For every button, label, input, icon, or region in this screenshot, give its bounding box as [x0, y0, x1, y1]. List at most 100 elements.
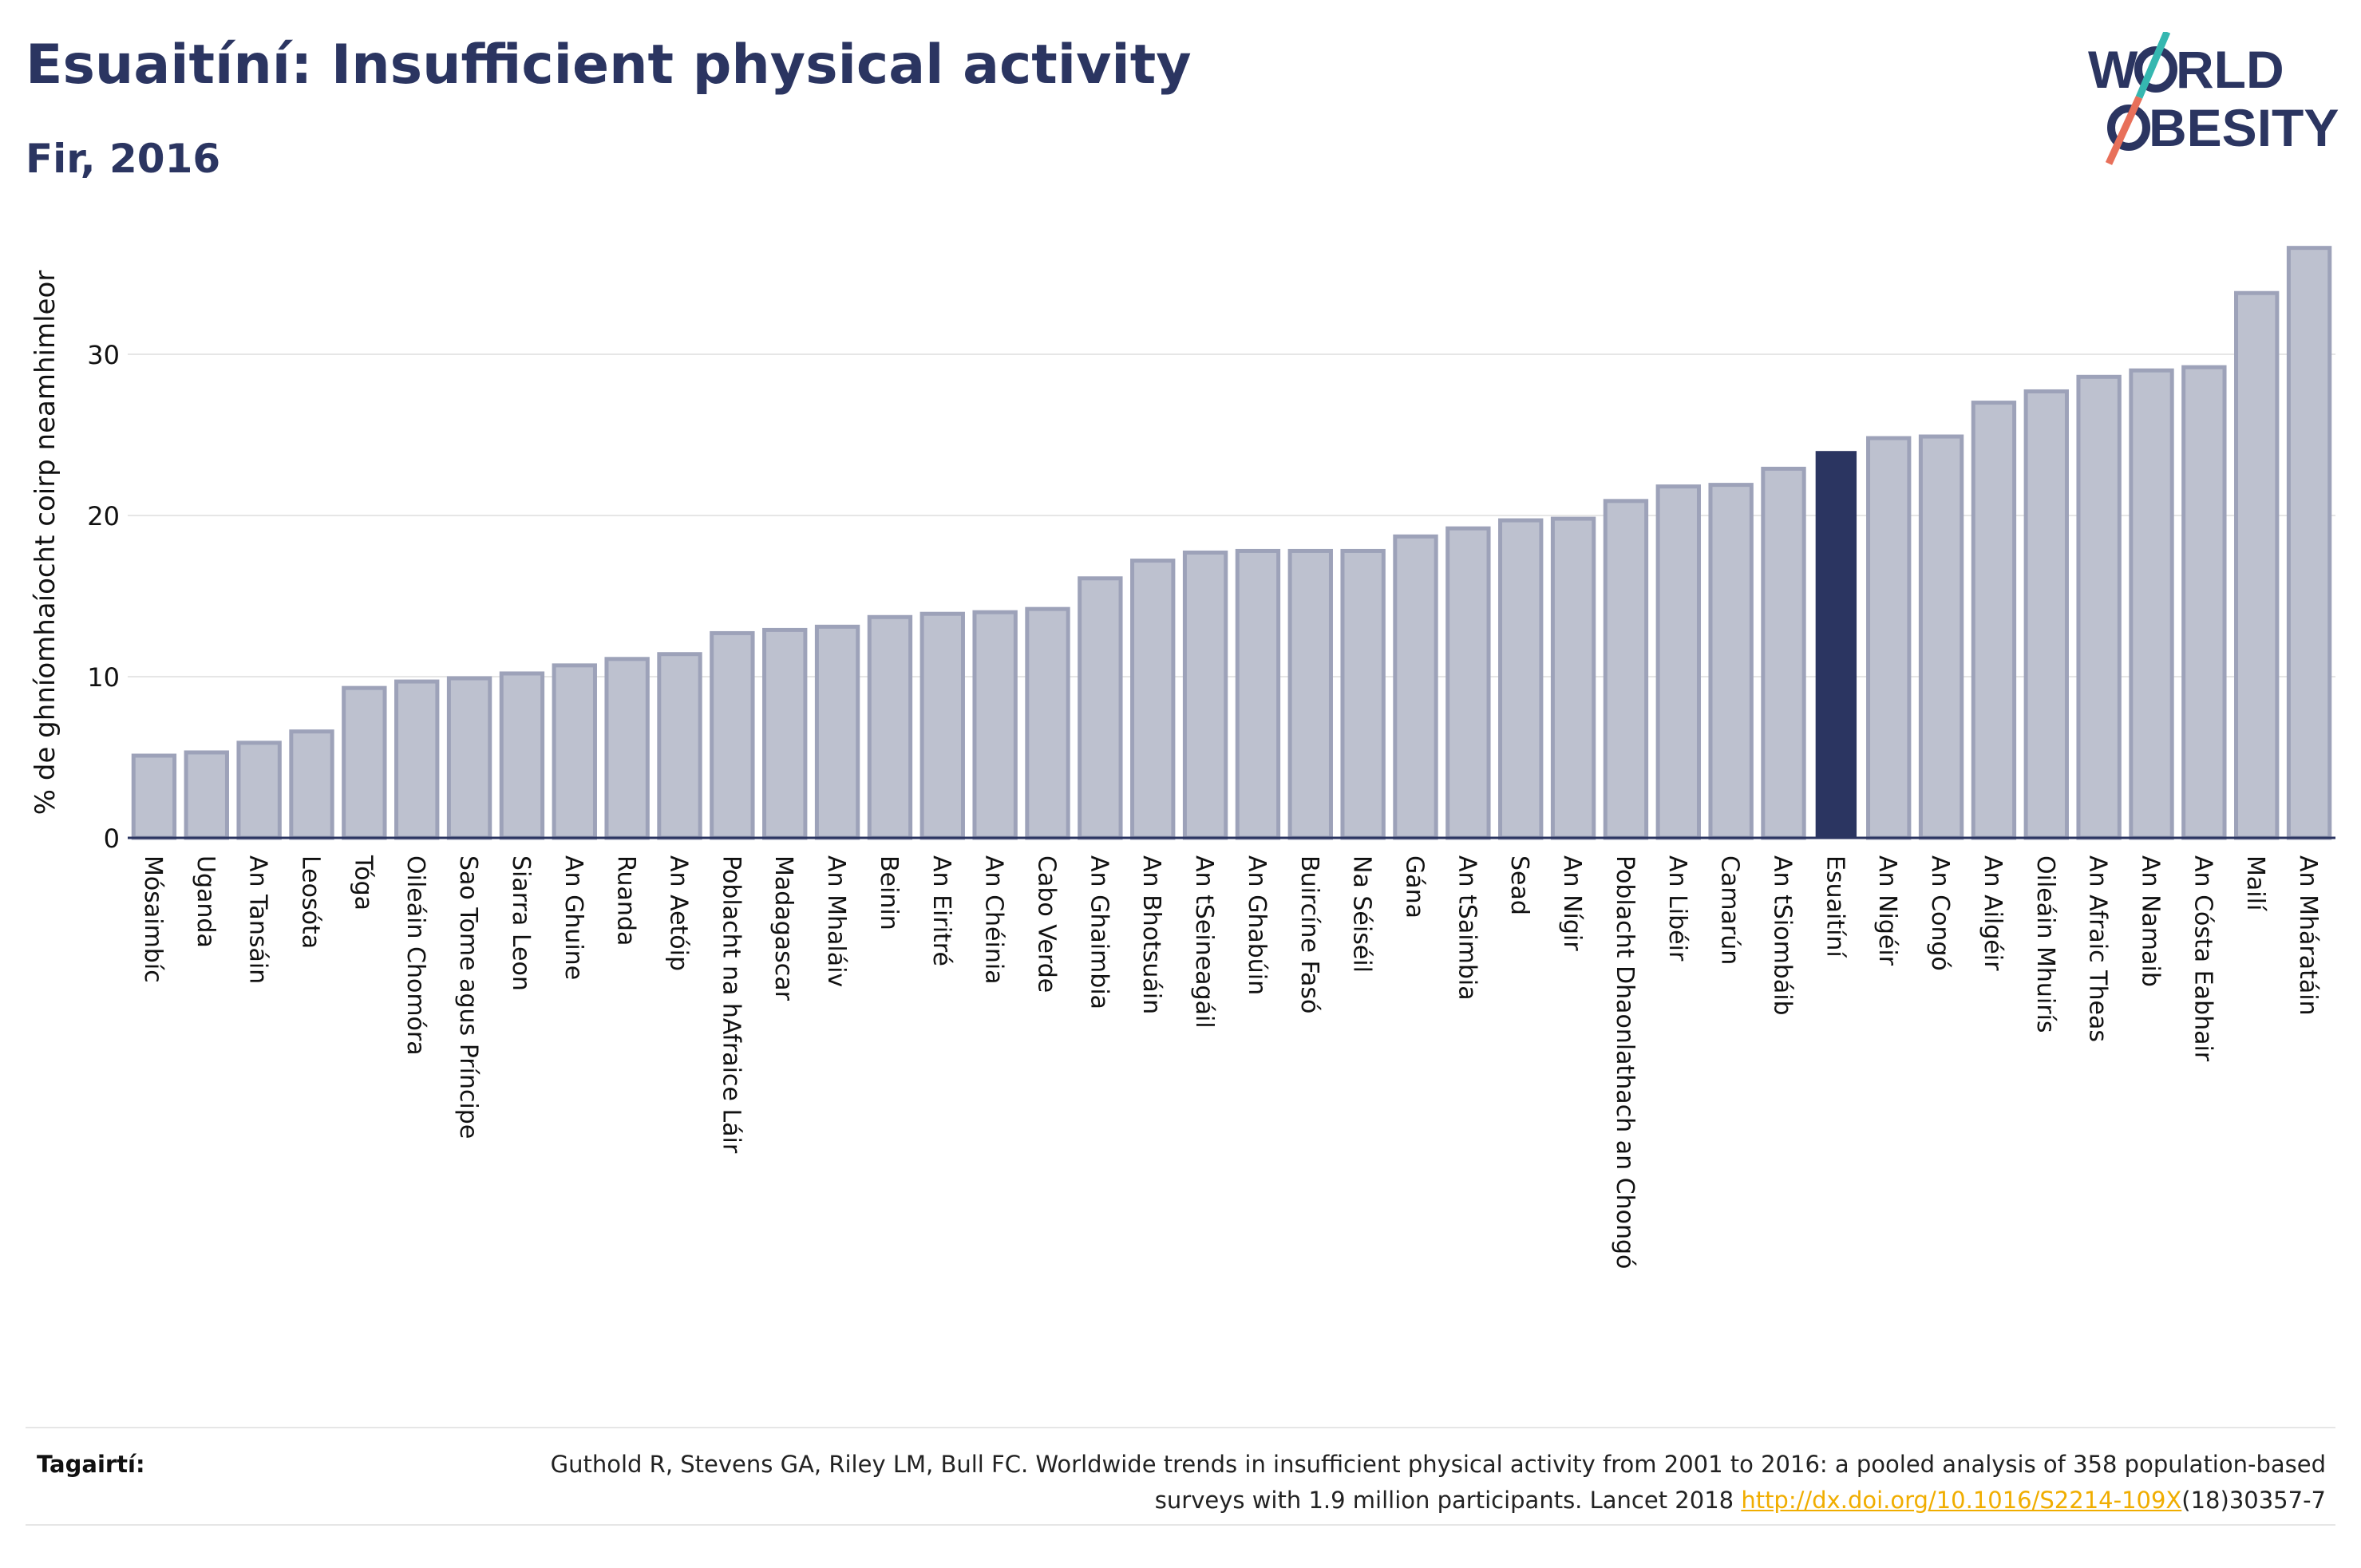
x-tick-label: Oileáin Chomóra	[401, 855, 429, 1056]
bar-An Cósta Eabhair[interactable]	[2181, 365, 2227, 840]
x-tick-label: Poblacht Dhaonlathach an Chongó	[1611, 855, 1639, 1269]
bar-An Ghabúin[interactable]	[1235, 548, 1281, 840]
bar-Siarra Leon[interactable]	[499, 671, 545, 840]
footer-divider-top	[26, 1427, 2335, 1428]
x-tick-label: Esuaitíní	[1821, 855, 1849, 958]
bar-Esuaitíní[interactable]	[1815, 451, 1857, 838]
bars	[131, 246, 2332, 840]
bar-Oileáin Mhuirís[interactable]	[2023, 389, 2069, 840]
x-tick-label: Tóga	[349, 855, 377, 910]
bar-An Ghuine[interactable]	[552, 663, 597, 840]
x-tick-label: Cabo Verde	[1033, 855, 1061, 993]
x-tick-label: An Bhotsuáin	[1137, 855, 1165, 1014]
bar-An Ghaimbia[interactable]	[1078, 576, 1123, 840]
reference-doi-link[interactable]: http://dx.doi.org/10.1016/S2214-109X	[1741, 1487, 2182, 1514]
x-tick-label: Uganda	[192, 855, 219, 948]
references-label: Tagairtí:	[37, 1451, 145, 1478]
x-tick-label: An Cósta Eabhair	[2189, 855, 2217, 1062]
bar-An Chéinia[interactable]	[972, 610, 1018, 840]
x-tick-label: An Congó	[1926, 855, 1954, 971]
bar-An tSiombáib[interactable]	[1761, 466, 1806, 840]
bar-An Eiritré[interactable]	[919, 611, 965, 840]
x-tick-label: An Tansáin	[244, 855, 272, 984]
x-tick-label: An Ghabúin	[1243, 855, 1271, 995]
x-tick-label: An Aetóip	[665, 855, 693, 971]
x-tick-label: An Chéinia	[980, 855, 1008, 985]
bar-Cabo Verde[interactable]	[1025, 606, 1070, 840]
reference-text: Guthold R, Stevens GA, Riley LM, Bull FC…	[490, 1447, 2326, 1519]
bar-Oileáin Chomóra[interactable]	[394, 679, 440, 840]
bar-Na Séiséil[interactable]	[1340, 548, 1386, 840]
x-tick-label: An tSeineagáil	[1190, 855, 1218, 1029]
bar-Mailí[interactable]	[2234, 290, 2280, 840]
chart-subtitle: Fir, 2016	[26, 136, 221, 182]
svg-text:W: W	[2088, 40, 2138, 99]
bar-An tSaimbia[interactable]	[1445, 526, 1491, 840]
bar-An Namaib[interactable]	[2129, 368, 2174, 840]
bar-Camarún[interactable]	[1708, 483, 1754, 840]
x-tick-label: Poblacht na hAfraice Láir	[717, 855, 745, 1154]
bar-Tóga[interactable]	[342, 685, 387, 840]
y-tick-label: 0	[104, 823, 120, 854]
x-tick-label: Oileáin Mhuirís	[2031, 855, 2059, 1033]
x-tick-label: Buircíne Fasó	[1295, 855, 1323, 1013]
bar-Sao Tome agus Príncipe[interactable]	[446, 676, 492, 840]
bar-An Afraic Theas[interactable]	[2076, 374, 2122, 840]
x-tick-label: Camarún	[1716, 855, 1744, 965]
y-tick-label: 30	[87, 340, 120, 370]
x-tick-label: An Mhaláiv	[822, 855, 850, 987]
reference-doi-suffix: (18)30357-7	[2181, 1487, 2326, 1514]
bar-Poblacht na hAfraice Láir[interactable]	[710, 630, 755, 840]
bar-An Tansáin[interactable]	[236, 741, 282, 840]
x-tick-label: An Ghuine	[560, 855, 587, 980]
bar-Gána[interactable]	[1393, 534, 1438, 840]
x-tick-label: Sao Tome agus Príncipe	[454, 855, 482, 1139]
bar-An Nigéir[interactable]	[1866, 436, 1912, 840]
y-axis-ticks: 0 10 20 30	[87, 340, 120, 854]
bar-An Congó[interactable]	[1918, 434, 1964, 840]
bar-An Libéir[interactable]	[1655, 484, 1701, 840]
x-tick-label: Beinin	[875, 855, 903, 930]
bar-An Mhaláiv[interactable]	[814, 624, 860, 840]
bar-An Ailgéir[interactable]	[1971, 401, 2017, 840]
x-tick-label: Na Séiséil	[1348, 855, 1376, 973]
x-tick-label: Mailí	[2241, 855, 2269, 912]
bar-An tSeineagáil[interactable]	[1182, 550, 1228, 840]
x-tick-label: An Nígir	[1558, 855, 1586, 951]
footer-divider-bottom	[26, 1524, 2335, 1526]
bar-An Bhotsuáin[interactable]	[1130, 559, 1176, 840]
bar-An Nígir[interactable]	[1550, 516, 1596, 840]
x-axis-ticks: Mósaimbíc Uganda An Tansáin Leosóta Tóga Oile…	[139, 855, 2322, 1269]
x-tick-label: An Namaib	[2137, 855, 2165, 987]
x-tick-label: Leosóta	[297, 855, 325, 949]
bar-An Aetóip[interactable]	[657, 652, 702, 840]
bar-Buircíne Fasó[interactable]	[1287, 548, 1333, 840]
x-tick-label: Sead	[1505, 855, 1533, 915]
bar-Beinin[interactable]	[867, 614, 913, 840]
bar-chart: 0 10 20 30 Mósaimbíc Uganda An Tansáin Leosóta…	[30, 246, 2335, 1269]
bar-Mósaimbíc[interactable]	[131, 753, 177, 840]
grid-lines	[128, 353, 2335, 677]
y-tick-label: 10	[87, 662, 120, 693]
bar-Poblacht Dhaonlathach an Chongó[interactable]	[1603, 499, 1649, 840]
chart-title: Esuaitíní: Insufficient physical activit…	[26, 34, 1192, 97]
reference-citation: Guthold R, Stevens GA, Riley LM, Bull FC…	[550, 1451, 2326, 1514]
bar-Madagascar[interactable]	[762, 627, 808, 840]
svg-text:BESITY: BESITY	[2149, 98, 2339, 157]
svg-text:RLD: RLD	[2176, 40, 2284, 99]
bar-Leosóta[interactable]	[289, 729, 334, 840]
world-obesity-logo: W RLD BESITY	[2088, 32, 2339, 165]
bar-An Mháratáin[interactable]	[2286, 246, 2332, 840]
bar-Uganda[interactable]	[184, 750, 229, 840]
x-tick-label: Ruanda	[612, 855, 640, 946]
x-tick-label: An Ailgéir	[1979, 855, 2007, 971]
bar-Ruanda[interactable]	[604, 657, 650, 840]
x-tick-label: An tSaimbia	[1453, 855, 1481, 1001]
x-tick-label: An Afraic Theas	[2084, 855, 2112, 1042]
x-tick-label: Madagascar	[769, 855, 797, 1001]
x-tick-label: An Mháratáin	[2294, 855, 2322, 1016]
x-tick-label: An Ghaimbia	[1085, 855, 1113, 1009]
x-tick-label: Siarra Leon	[507, 855, 535, 991]
bar-Sead[interactable]	[1498, 518, 1544, 840]
y-axis-label: % de ghníomhaíocht coirp neamhimleor	[30, 271, 61, 815]
